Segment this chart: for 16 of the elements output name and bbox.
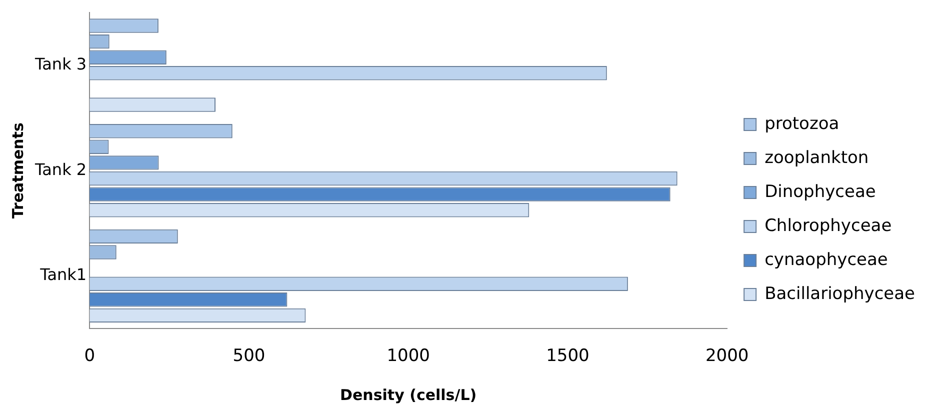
y-tick-label: Tank 3	[34, 54, 87, 74]
y-axis-title: Treatments	[8, 122, 27, 219]
legend-label: Chlorophyceae	[764, 216, 892, 236]
x-tick-label: 500	[232, 346, 266, 366]
legend-label: cynaophyceae	[764, 250, 888, 270]
x-tick-label: 0	[84, 346, 96, 366]
legend-label: Dinophyceae	[764, 182, 876, 202]
legend-label: protozoa	[764, 114, 840, 134]
x-tick-label: 2000	[705, 346, 749, 366]
legend-label: zooplankton	[764, 148, 869, 168]
x-axis-title: Density (cells/L)	[340, 386, 477, 404]
x-tick-label: 1500	[546, 346, 590, 366]
x-tick-label: 1000	[386, 346, 430, 366]
legend-label: Bacillariophyceae	[764, 284, 915, 304]
y-tick-label: Tank 2	[34, 160, 87, 179]
y-tick-label: Tank1	[39, 265, 87, 284]
